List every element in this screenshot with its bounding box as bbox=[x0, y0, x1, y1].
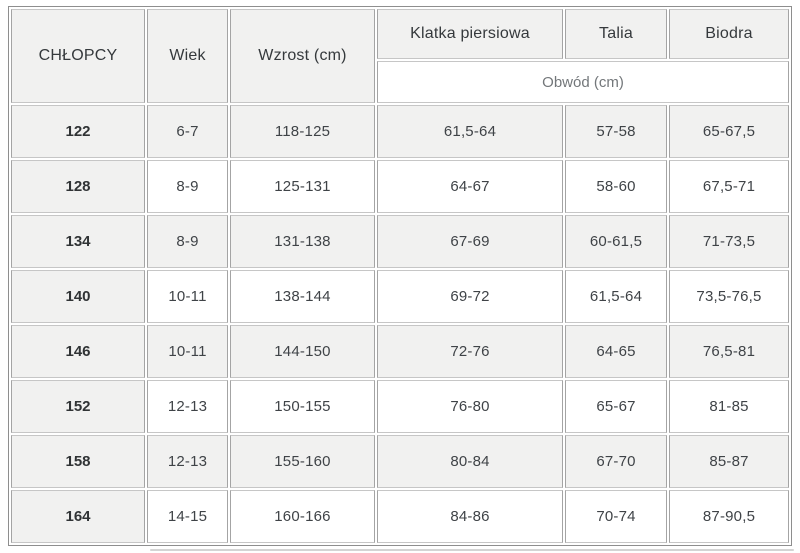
column-header-age: Wiek bbox=[147, 9, 228, 103]
header-row-sub: Obwód (cm) bbox=[11, 61, 789, 103]
column-header-waist: Talia bbox=[565, 9, 667, 59]
table-row-146: 146 10-11 144-150 72-76 64-65 76,5-81 bbox=[11, 325, 789, 378]
height-cell: 125-131 bbox=[230, 160, 375, 213]
height-cell: 131-138 bbox=[230, 215, 375, 268]
height-cell: 150-155 bbox=[230, 380, 375, 433]
header-row-main: CHŁOPCY Wiek Wzrost (cm) Klatka piersiow… bbox=[11, 9, 789, 103]
waist-cell: 57-58 bbox=[565, 105, 667, 158]
age-cell: 8-9 bbox=[147, 160, 228, 213]
hips-cell: 87-90,5 bbox=[669, 490, 789, 543]
waist-cell: 65-67 bbox=[565, 380, 667, 433]
age-cell: 6-7 bbox=[147, 105, 228, 158]
height-cell: 160-166 bbox=[230, 490, 375, 543]
age-cell: 8-9 bbox=[147, 215, 228, 268]
column-header-boys: CHŁOPCY bbox=[11, 9, 145, 103]
waist-cell: 60-61,5 bbox=[565, 215, 667, 268]
chest-cell: 80-84 bbox=[377, 435, 563, 488]
age-cell: 12-13 bbox=[147, 380, 228, 433]
height-cell: 144-150 bbox=[230, 325, 375, 378]
table-row-164: 164 14-15 160-166 84-86 70-74 87-90,5 bbox=[11, 490, 789, 543]
chest-cell: 61,5-64 bbox=[377, 105, 563, 158]
chest-cell: 76-80 bbox=[377, 380, 563, 433]
row-size-cell: 134 bbox=[11, 215, 145, 268]
hips-cell: 71-73,5 bbox=[669, 215, 789, 268]
age-cell: 10-11 bbox=[147, 325, 228, 378]
scrollbar-hint bbox=[150, 549, 794, 551]
waist-cell: 70-74 bbox=[565, 490, 667, 543]
column-header-height: Wzrost (cm) bbox=[230, 9, 375, 103]
subheader-circumference: Obwód (cm) bbox=[377, 61, 789, 103]
chest-cell: 67-69 bbox=[377, 215, 563, 268]
hips-cell: 67,5-71 bbox=[669, 160, 789, 213]
row-size-cell: 146 bbox=[11, 325, 145, 378]
height-cell: 155-160 bbox=[230, 435, 375, 488]
waist-cell: 58-60 bbox=[565, 160, 667, 213]
row-size-cell: 122 bbox=[11, 105, 145, 158]
column-header-hips: Biodra bbox=[669, 9, 789, 59]
column-header-chest: Klatka piersiowa bbox=[377, 9, 563, 59]
age-cell: 10-11 bbox=[147, 270, 228, 323]
hips-cell: 65-67,5 bbox=[669, 105, 789, 158]
height-cell: 138-144 bbox=[230, 270, 375, 323]
waist-cell: 61,5-64 bbox=[565, 270, 667, 323]
row-size-cell: 158 bbox=[11, 435, 145, 488]
boys-size-chart-table: CHŁOPCY Wiek Wzrost (cm) Klatka piersiow… bbox=[8, 6, 792, 546]
hips-cell: 85-87 bbox=[669, 435, 789, 488]
chest-cell: 72-76 bbox=[377, 325, 563, 378]
table-row-158: 158 12-13 155-160 80-84 67-70 85-87 bbox=[11, 435, 789, 488]
row-size-cell: 128 bbox=[11, 160, 145, 213]
hips-cell: 76,5-81 bbox=[669, 325, 789, 378]
row-size-cell: 140 bbox=[11, 270, 145, 323]
waist-cell: 67-70 bbox=[565, 435, 667, 488]
hips-cell: 73,5-76,5 bbox=[669, 270, 789, 323]
hips-cell: 81-85 bbox=[669, 380, 789, 433]
table-row-134: 134 8-9 131-138 67-69 60-61,5 71-73,5 bbox=[11, 215, 789, 268]
chest-cell: 69-72 bbox=[377, 270, 563, 323]
table-row-122: 122 6-7 118-125 61,5-64 57-58 65-67,5 bbox=[11, 105, 789, 158]
table-row-128: 128 8-9 125-131 64-67 58-60 67,5-71 bbox=[11, 160, 789, 213]
chest-cell: 64-67 bbox=[377, 160, 563, 213]
size-chart-container: CHŁOPCY Wiek Wzrost (cm) Klatka piersiow… bbox=[8, 6, 792, 546]
chest-cell: 84-86 bbox=[377, 490, 563, 543]
row-size-cell: 152 bbox=[11, 380, 145, 433]
table-row-140: 140 10-11 138-144 69-72 61,5-64 73,5-76,… bbox=[11, 270, 789, 323]
age-cell: 12-13 bbox=[147, 435, 228, 488]
age-cell: 14-15 bbox=[147, 490, 228, 543]
waist-cell: 64-65 bbox=[565, 325, 667, 378]
height-cell: 118-125 bbox=[230, 105, 375, 158]
row-size-cell: 164 bbox=[11, 490, 145, 543]
table-row-152: 152 12-13 150-155 76-80 65-67 81-85 bbox=[11, 380, 789, 433]
